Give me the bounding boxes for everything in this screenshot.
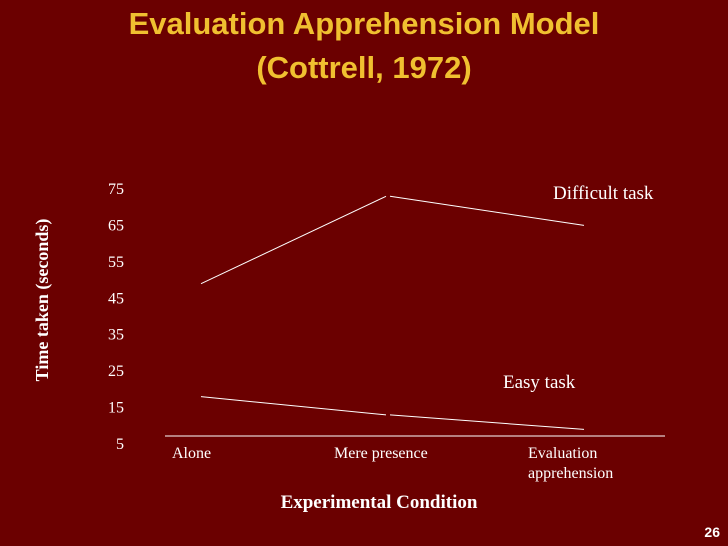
y-tick-label: 35 — [108, 327, 124, 344]
y-tick-label: 45 — [108, 290, 124, 307]
x-tick-label: Mere presence — [334, 445, 428, 462]
series-line-segment — [200, 396, 387, 416]
series-line-segment — [200, 195, 387, 285]
title-line-2: (Cottrell, 1972) — [256, 50, 472, 85]
series-label: Easy task — [503, 372, 576, 393]
series-label: Difficult task — [553, 183, 654, 204]
slide-title: Evaluation Apprehension Model (Cottrell,… — [0, 2, 728, 90]
series-line-segment — [389, 414, 585, 430]
y-tick-label: 25 — [108, 363, 124, 380]
slide-number: 26 — [704, 524, 720, 540]
x-tick-label: Evaluation apprehension — [528, 445, 613, 482]
y-tick-label: 15 — [108, 400, 124, 417]
y-axis-title: Time taken (seconds) — [32, 219, 53, 382]
y-tick-label: 55 — [108, 254, 124, 271]
series-line-segment — [389, 195, 585, 226]
y-tick-label: 5 — [116, 436, 124, 453]
x-axis-title: Experimental Condition — [281, 492, 478, 513]
x-tick-label: Alone — [172, 445, 211, 462]
y-tick-label: 65 — [108, 217, 124, 234]
y-tick-label: 75 — [108, 181, 124, 198]
title-line-1: Evaluation Apprehension Model — [128, 6, 600, 41]
